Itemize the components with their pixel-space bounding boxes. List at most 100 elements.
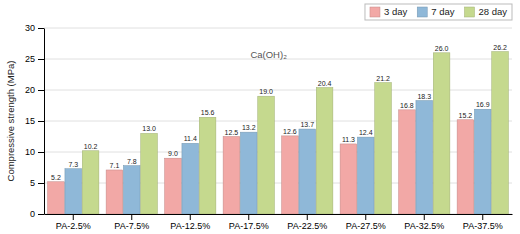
bar-series <box>82 52 508 214</box>
data-label: 18.3 <box>417 93 431 100</box>
data-label: 12.6 <box>283 128 297 135</box>
bar <box>375 83 392 214</box>
tick-mark <box>482 214 483 220</box>
bar <box>240 132 257 214</box>
tick-mark <box>73 214 74 220</box>
data-label: 13.2 <box>242 124 256 131</box>
tick-label: 5 <box>30 178 35 188</box>
y-tick: 20 <box>25 85 44 95</box>
chart-svg: 5.27.19.012.512.611.316.815.27.37.811.41… <box>0 0 520 234</box>
y-axis-title: Compressive strength (MPa) <box>5 61 16 182</box>
axis-line <box>44 29 45 215</box>
bar <box>106 170 123 214</box>
grid <box>44 28 512 214</box>
data-label: 7.1 <box>110 162 120 169</box>
data-label: 12.5 <box>225 129 239 136</box>
data-label: 19.0 <box>259 88 273 95</box>
bar <box>340 144 357 214</box>
legend-frame <box>365 4 512 20</box>
bar <box>258 96 275 214</box>
bar <box>48 182 65 214</box>
x-tick: PA-37.5% <box>463 214 503 231</box>
x-tick: PA-7.5% <box>114 214 149 231</box>
tick-mark <box>38 59 44 60</box>
bar <box>316 88 333 214</box>
tick-label: PA-17.5% <box>229 221 269 231</box>
y-tick: 15 <box>25 116 44 126</box>
y-tick: 5 <box>30 178 44 188</box>
bar <box>199 117 216 214</box>
tick-label: PA-37.5% <box>463 221 503 231</box>
data-label: 15.6 <box>201 109 215 116</box>
legend-swatch <box>370 7 380 17</box>
tick-mark <box>38 90 44 91</box>
tick-label: 0 <box>30 209 35 219</box>
tick-label: PA-7.5% <box>114 221 149 231</box>
tick-label: PA-2.5% <box>56 221 91 231</box>
grid-line <box>44 28 512 29</box>
tick-mark <box>424 214 425 220</box>
x-tick: PA-32.5% <box>404 214 444 231</box>
tick-mark <box>38 183 44 184</box>
bar-series <box>65 101 491 214</box>
data-label: 10.2 <box>84 143 98 150</box>
data-label: 13.7 <box>300 121 314 128</box>
data-label: 26.0 <box>435 45 449 52</box>
data-label: 11.3 <box>342 136 355 143</box>
annotation: Ca(OH)₂ <box>250 49 287 60</box>
tick-label: 20 <box>25 85 35 95</box>
data-label: 20.4 <box>318 80 332 87</box>
legend-item: 28 day <box>464 6 507 17</box>
bar <box>399 110 416 214</box>
x-tick: PA-27.5% <box>346 214 386 231</box>
tick-mark <box>38 121 44 122</box>
x-tick: PA-12.5% <box>170 214 210 231</box>
legend-label: 28 day <box>478 6 507 17</box>
tick-label: 10 <box>25 147 35 157</box>
bar <box>457 120 474 214</box>
bar <box>123 166 140 214</box>
axis-line <box>45 214 513 215</box>
data-labels: 5.27.19.012.512.611.316.815.27.37.811.41… <box>51 44 507 181</box>
y-tick: 10 <box>25 147 44 157</box>
y-tick: 30 <box>25 23 44 33</box>
tick-label: PA-32.5% <box>404 221 444 231</box>
data-label: 7.8 <box>127 158 137 165</box>
bar <box>82 151 99 214</box>
chart-container: 5.27.19.012.512.611.316.815.27.37.811.41… <box>0 0 520 234</box>
data-label: 16.9 <box>476 101 490 108</box>
data-label: 11.4 <box>184 135 197 142</box>
data-label: 13.0 <box>142 125 156 132</box>
bar <box>65 169 82 214</box>
bar <box>141 133 158 214</box>
y-tick: 0 <box>30 209 44 219</box>
tick-mark <box>38 28 44 29</box>
tick-mark <box>190 214 191 220</box>
legend-item: 3 day <box>370 6 407 17</box>
legend-label: 3 day <box>384 6 407 17</box>
bar <box>182 143 199 214</box>
x-tick: PA-22.5% <box>287 214 327 231</box>
legend-item: 7 day <box>417 6 454 17</box>
data-label: 26.2 <box>493 44 507 51</box>
tick-mark <box>307 214 308 220</box>
bar <box>299 129 316 214</box>
x-axis: PA-2.5% PA-7.5% PA-12.5% PA-17.5% PA-22.5% PA… <box>45 214 513 231</box>
tick-mark <box>131 214 132 220</box>
tick-label: 15 <box>25 116 35 126</box>
y-axis: 0 5 10 15 20 25 30 <box>25 23 45 219</box>
tick-label: PA-12.5% <box>170 221 210 231</box>
tick-label: 30 <box>25 23 35 33</box>
legend-swatch <box>417 7 427 17</box>
tick-label: 25 <box>25 54 35 64</box>
bar <box>433 53 450 214</box>
tick-mark <box>365 214 366 220</box>
plot-area: 5.27.19.012.512.611.316.815.27.37.811.41… <box>25 23 513 231</box>
bar <box>165 158 182 214</box>
data-label: 15.2 <box>459 112 473 119</box>
legend: 3 day 7 day 28 day <box>365 4 512 20</box>
bar <box>416 101 433 214</box>
bar <box>282 136 299 214</box>
x-tick: PA-17.5% <box>229 214 269 231</box>
bar <box>357 137 374 214</box>
